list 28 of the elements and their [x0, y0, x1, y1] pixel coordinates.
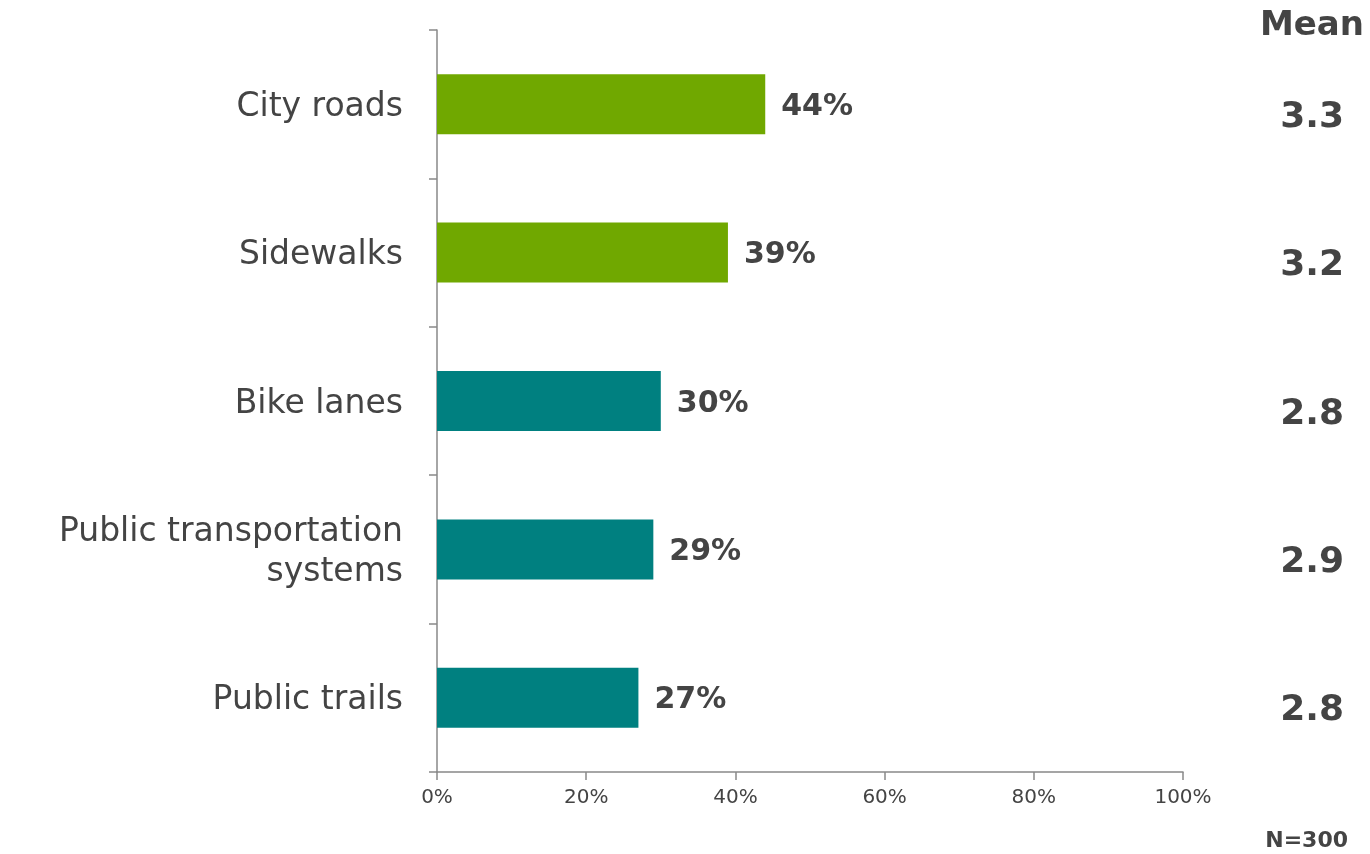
y-tick-label: Bike lanes [234, 381, 403, 421]
x-tick-label: 100% [1154, 784, 1212, 808]
bar [437, 371, 661, 431]
bar [437, 519, 654, 580]
data-label: 44% [781, 86, 854, 122]
text: 3.2 [1280, 242, 1344, 284]
text: 2.9 [1280, 538, 1344, 580]
y-tick-label: City roads [236, 84, 403, 124]
bar [437, 222, 728, 283]
x-tick-label: 80% [1011, 784, 1057, 808]
data-label: 39% [743, 235, 816, 271]
bar [437, 74, 766, 135]
y-tick-label: Public trails [212, 678, 403, 718]
x-tick-label: 20% [563, 784, 609, 808]
data-label: 29% [669, 531, 742, 567]
text: N=300 [1265, 826, 1349, 852]
y-tick-label: Public transportation systems [58, 509, 403, 589]
text: Mean [1259, 3, 1364, 43]
text: 2.8 [1280, 390, 1344, 432]
data-label: 27% [654, 680, 727, 716]
x-tick-label: 0% [421, 784, 453, 808]
text: 3.3 [1280, 93, 1344, 135]
x-tick-label: 40% [713, 784, 758, 808]
data-label: 30% [676, 383, 749, 419]
bar [437, 667, 639, 728]
x-tick-label: 60% [862, 784, 907, 808]
y-tick-label: Sidewalks [238, 233, 403, 273]
text: 2.8 [1280, 687, 1344, 729]
